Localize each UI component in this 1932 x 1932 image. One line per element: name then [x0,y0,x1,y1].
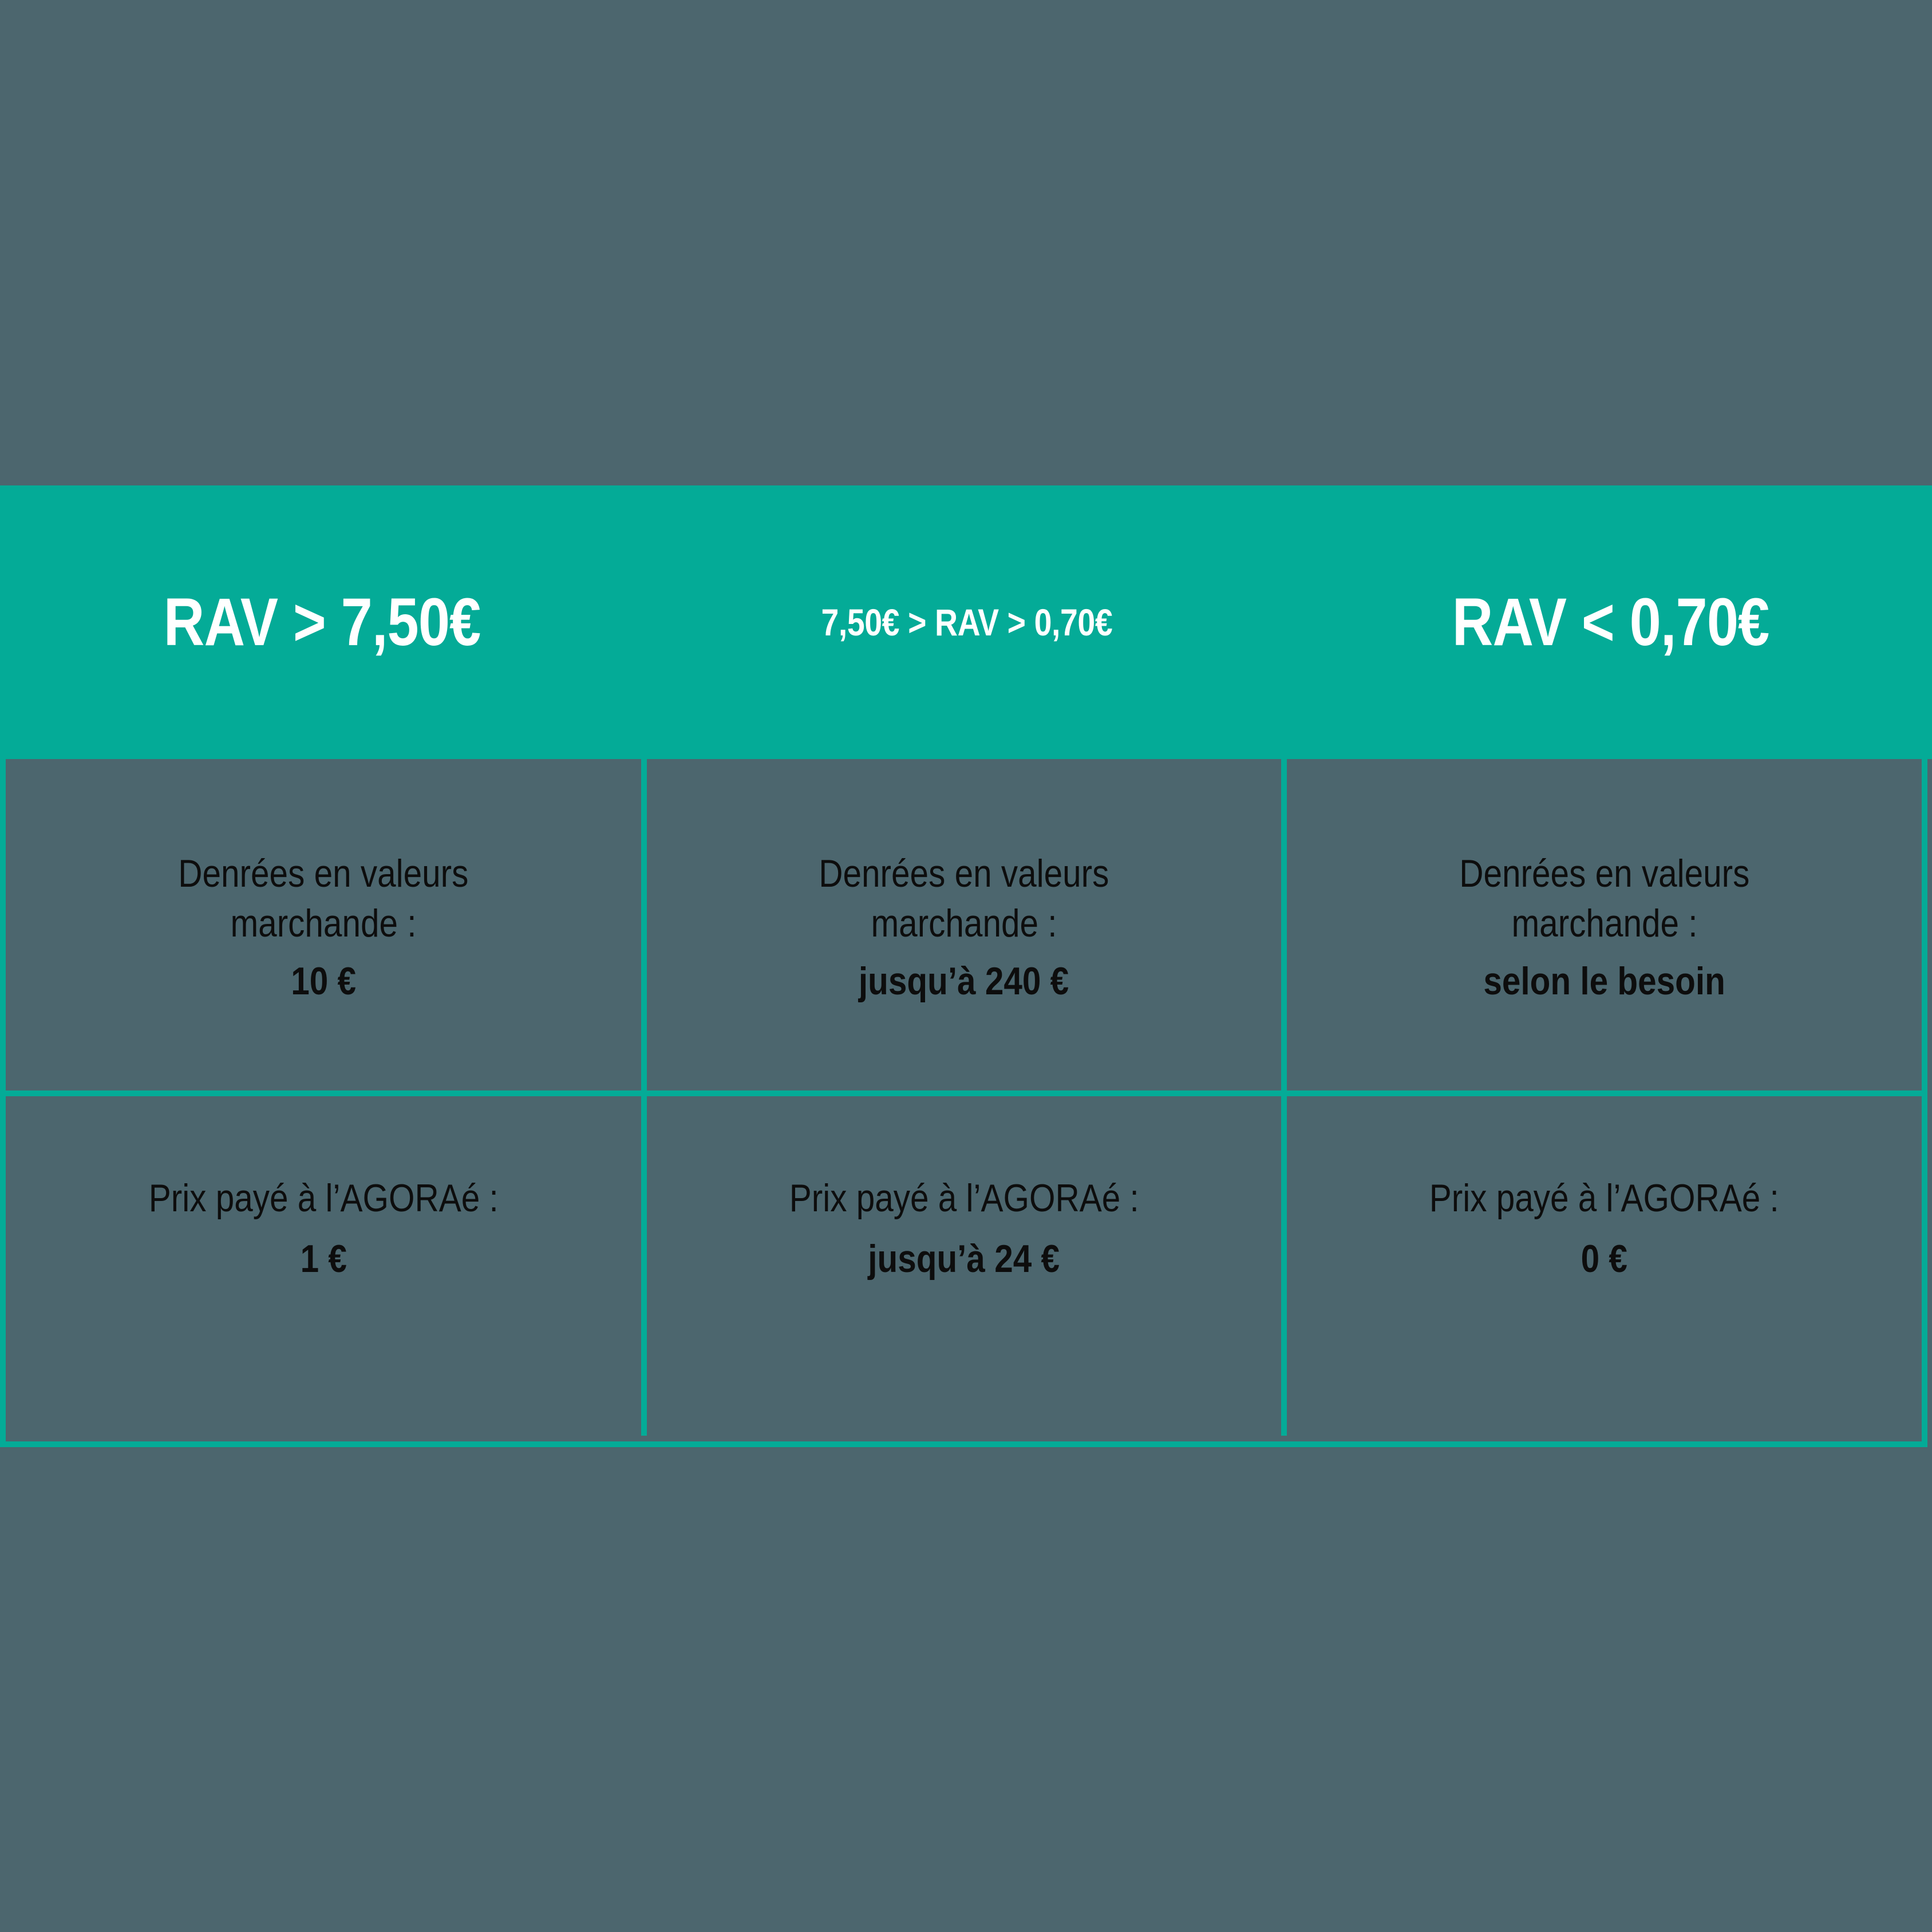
cell-text-line1: Denrées en valeurs [178,851,469,895]
table-header-band: RAV > 7,50€ 7,50€ > RAV > 0,70€ RAV < 0,… [0,485,1932,759]
header-column-rav-below-070: RAV < 0,70€ [1289,485,1932,759]
header-column-rav-above-750: RAV > 7,50€ [0,485,645,759]
cell-value: jusqu’à 24 € [868,1236,1060,1281]
header-label-rav-above-750: RAV > 7,50€ [164,584,481,660]
cell-denrees-col2: Denrées en valeurs marchande : jusqu’à 2… [647,759,1287,1091]
cell-denrees-col1: Denrées en valeurs marchande : 10 € [6,759,647,1091]
header-label-rav-below-070: RAV < 0,70€ [1452,584,1770,660]
cell-prix-paye-col1: Prix payé à l’AGORAé : 1 € [6,1096,647,1436]
cell-value: selon le besoin [1483,959,1725,1003]
cell-value: 0 € [1581,1236,1628,1281]
cell-text-line1: Denrées en valeurs [819,851,1109,895]
cell-text-line1: Denrées en valeurs [1459,851,1750,895]
header-column-rav-between: 7,50€ > RAV > 0,70€ [645,485,1289,759]
cell-text-line1: Prix payé à l’AGORAé : [1429,1176,1780,1220]
cell-text-line1: Prix payé à l’AGORAé : [789,1176,1139,1220]
cell-value: 10 € [291,959,356,1003]
table-row: Denrées en valeurs marchande : 10 € Denr… [6,759,1922,1096]
cell-value: 1 € [300,1236,347,1281]
cell-prix-paye-col2: Prix payé à l’AGORAé : jusqu’à 24 € [647,1096,1287,1436]
cell-text-line2: marchande : [230,901,417,945]
cell-text-line1: Prix payé à l’AGORAé : [148,1176,499,1220]
table-row: Prix payé à l’AGORAé : 1 € Prix payé à l… [6,1096,1922,1436]
cell-text-line2: marchande : [1511,901,1698,945]
cell-denrees-col3: Denrées en valeurs marchande : selon le … [1287,759,1922,1091]
pricing-grid: Denrées en valeurs marchande : 10 € Denr… [0,759,1927,1447]
cell-value: jusqu’à 240 € [859,959,1069,1003]
header-label-rav-between: 7,50€ > RAV > 0,70€ [821,601,1113,643]
cell-prix-paye-col3: Prix payé à l’AGORAé : 0 € [1287,1096,1922,1436]
cell-text-line2: marchande : [871,901,1057,945]
